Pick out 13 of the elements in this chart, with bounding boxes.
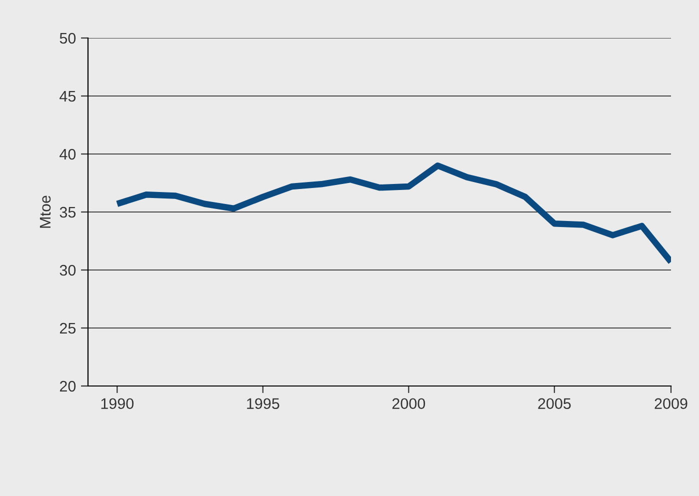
y-tick-label: 35 <box>60 206 76 218</box>
y-tick-label: 30 <box>60 264 76 276</box>
y-tick-label: 20 <box>60 380 76 392</box>
x-tick-label: 1990 <box>101 398 134 410</box>
x-tick-label: 2009 <box>654 398 688 410</box>
y-tick-label: 50 <box>60 32 76 44</box>
y-tick-label: 25 <box>60 322 76 334</box>
x-tick-label: 2005 <box>538 398 571 410</box>
y-tick-label: 45 <box>60 91 76 102</box>
x-tick-label: 1995 <box>247 398 280 410</box>
x-tick-label: 2000 <box>392 398 426 410</box>
y-axis-title: Mtoe <box>40 196 51 228</box>
y-tick-label: 40 <box>60 148 76 160</box>
